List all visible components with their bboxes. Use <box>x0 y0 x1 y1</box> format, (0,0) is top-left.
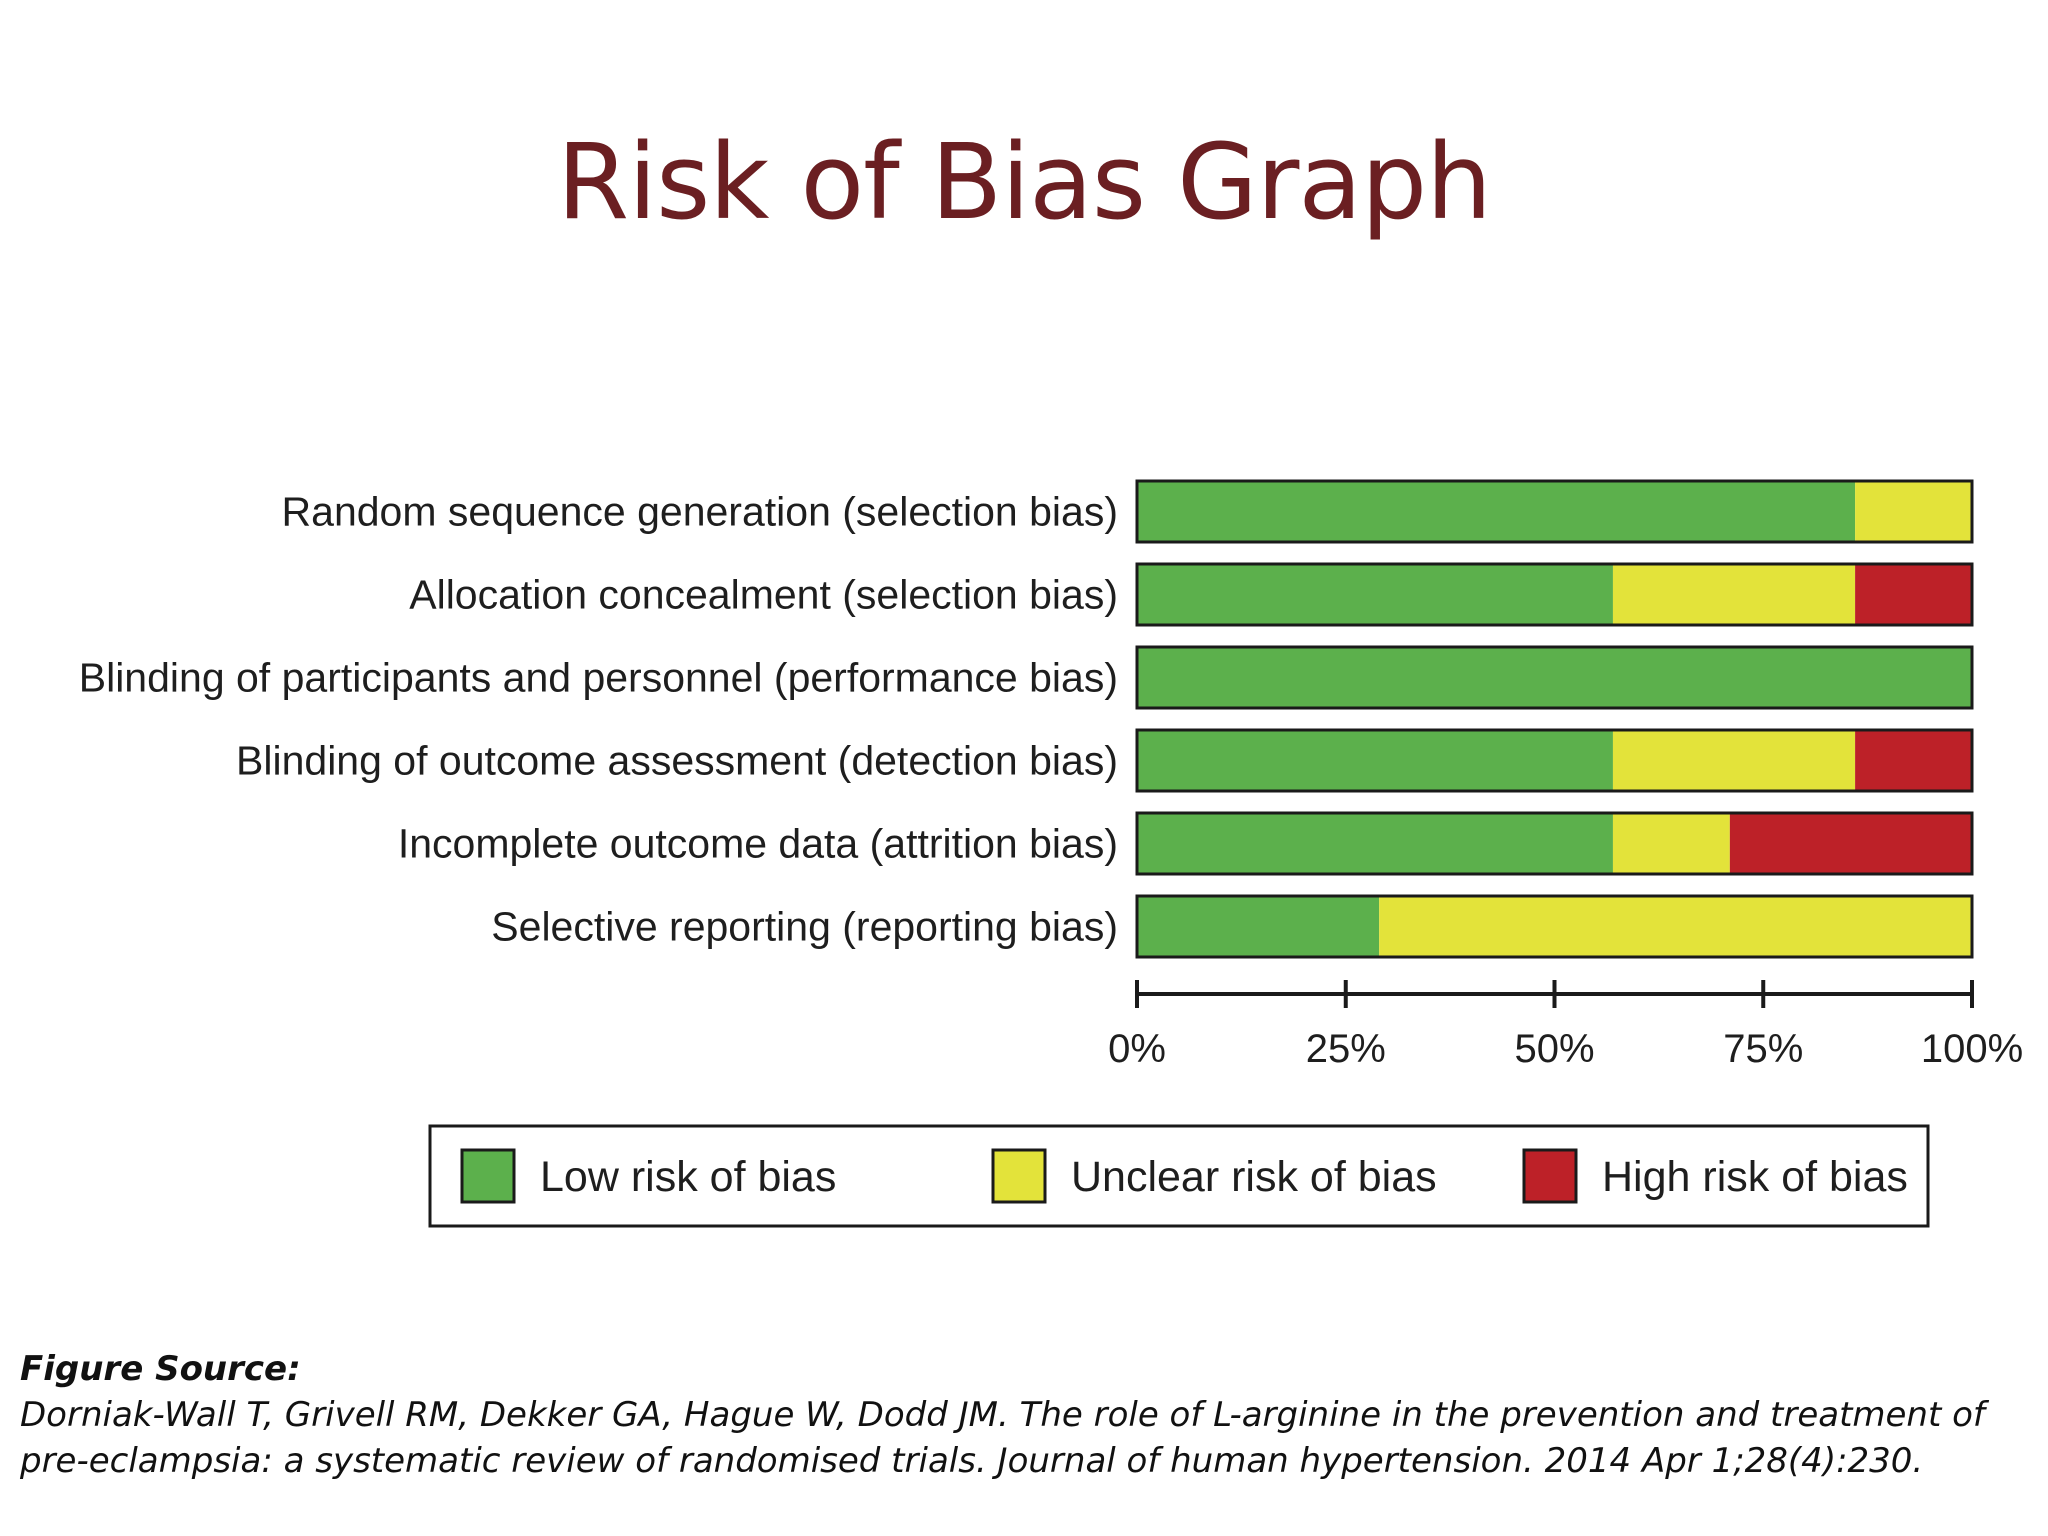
legend: Low risk of bias Unclear risk of bias High… <box>428 1124 1930 1228</box>
bar-outline <box>1135 645 1974 710</box>
category-label: Selective reporting (reporting bias) <box>491 904 1118 950</box>
bar-segment-high-risk-of-bias <box>1855 730 1972 791</box>
x-tick-label: 75% <box>1723 1027 1803 1071</box>
x-tick-label: 100% <box>1921 1027 2023 1071</box>
legend-swatch-high-risk-of-bias <box>1522 1148 1578 1204</box>
figure-source-heading: Figure Source: <box>20 1349 301 1389</box>
category-label: Blinding of outcome assessment (detectio… <box>236 738 1118 784</box>
x-axis: 0% 25% 50% 75% 100% <box>1108 980 2023 1071</box>
category-label: Random sequence generation (selection bi… <box>282 489 1118 535</box>
legend-label-low-risk-of-bias: Low risk of bias <box>540 1153 836 1201</box>
bar-outline <box>1135 894 1974 959</box>
bar-segment-unclear-risk-of-bias <box>1379 896 1972 957</box>
bars-layer <box>1135 479 1974 959</box>
bar-segment-low-risk-of-bias <box>1137 481 1856 542</box>
bar-segment-unclear-risk-of-bias <box>1855 481 1972 542</box>
legend-label-unclear-risk-of-bias: Unclear risk of bias <box>1071 1153 1437 1201</box>
legend-swatch-low-risk-of-bias <box>460 1148 516 1204</box>
bar-segment-unclear-risk-of-bias <box>1612 564 1856 625</box>
bar-segment-high-risk-of-bias <box>1855 564 1972 625</box>
bar-outline <box>1135 562 1974 627</box>
legend-swatch-unclear-risk-of-bias <box>991 1148 1047 1204</box>
x-tick-label: 25% <box>1306 1027 1386 1071</box>
bar-segment-low-risk-of-bias <box>1137 813 1613 874</box>
category-label: Incomplete outcome data (attrition bias) <box>398 821 1118 867</box>
legend-label-high-risk-of-bias: High risk of bias <box>1602 1153 1908 1201</box>
category-labels: Random sequence generation (selection bi… <box>79 489 1118 950</box>
bar-segment-unclear-risk-of-bias <box>1612 813 1730 874</box>
bar-segment-low-risk-of-bias <box>1137 647 1972 708</box>
figure-source: Figure Source: Dorniak-Wall T, Grivell R… <box>20 1346 2020 1484</box>
legend-box <box>428 1124 1930 1228</box>
bar-outline <box>1135 728 1974 793</box>
risk-of-bias-chart: Random sequence generation (selection bi… <box>79 479 2023 1228</box>
bar-outline <box>1135 811 1974 876</box>
figure-source-citation: Dorniak-Wall T, Grivell RM, Dekker GA, H… <box>20 1395 1985 1481</box>
bar-segment-high-risk-of-bias <box>1729 813 1972 874</box>
bar-outline <box>1135 479 1974 544</box>
bar-segment-low-risk-of-bias <box>1137 896 1380 957</box>
bar-segment-low-risk-of-bias <box>1137 564 1613 625</box>
x-tick-label: 50% <box>1514 1027 1594 1071</box>
bar-segment-unclear-risk-of-bias <box>1612 730 1856 791</box>
category-label: Allocation concealment (selection bias) <box>409 572 1118 618</box>
x-tick-label: 0% <box>1108 1027 1166 1071</box>
category-label: Blinding of participants and personnel (… <box>79 655 1118 701</box>
bar-segment-low-risk-of-bias <box>1137 730 1613 791</box>
slide-title: Risk of Bias Graph <box>556 121 1492 243</box>
